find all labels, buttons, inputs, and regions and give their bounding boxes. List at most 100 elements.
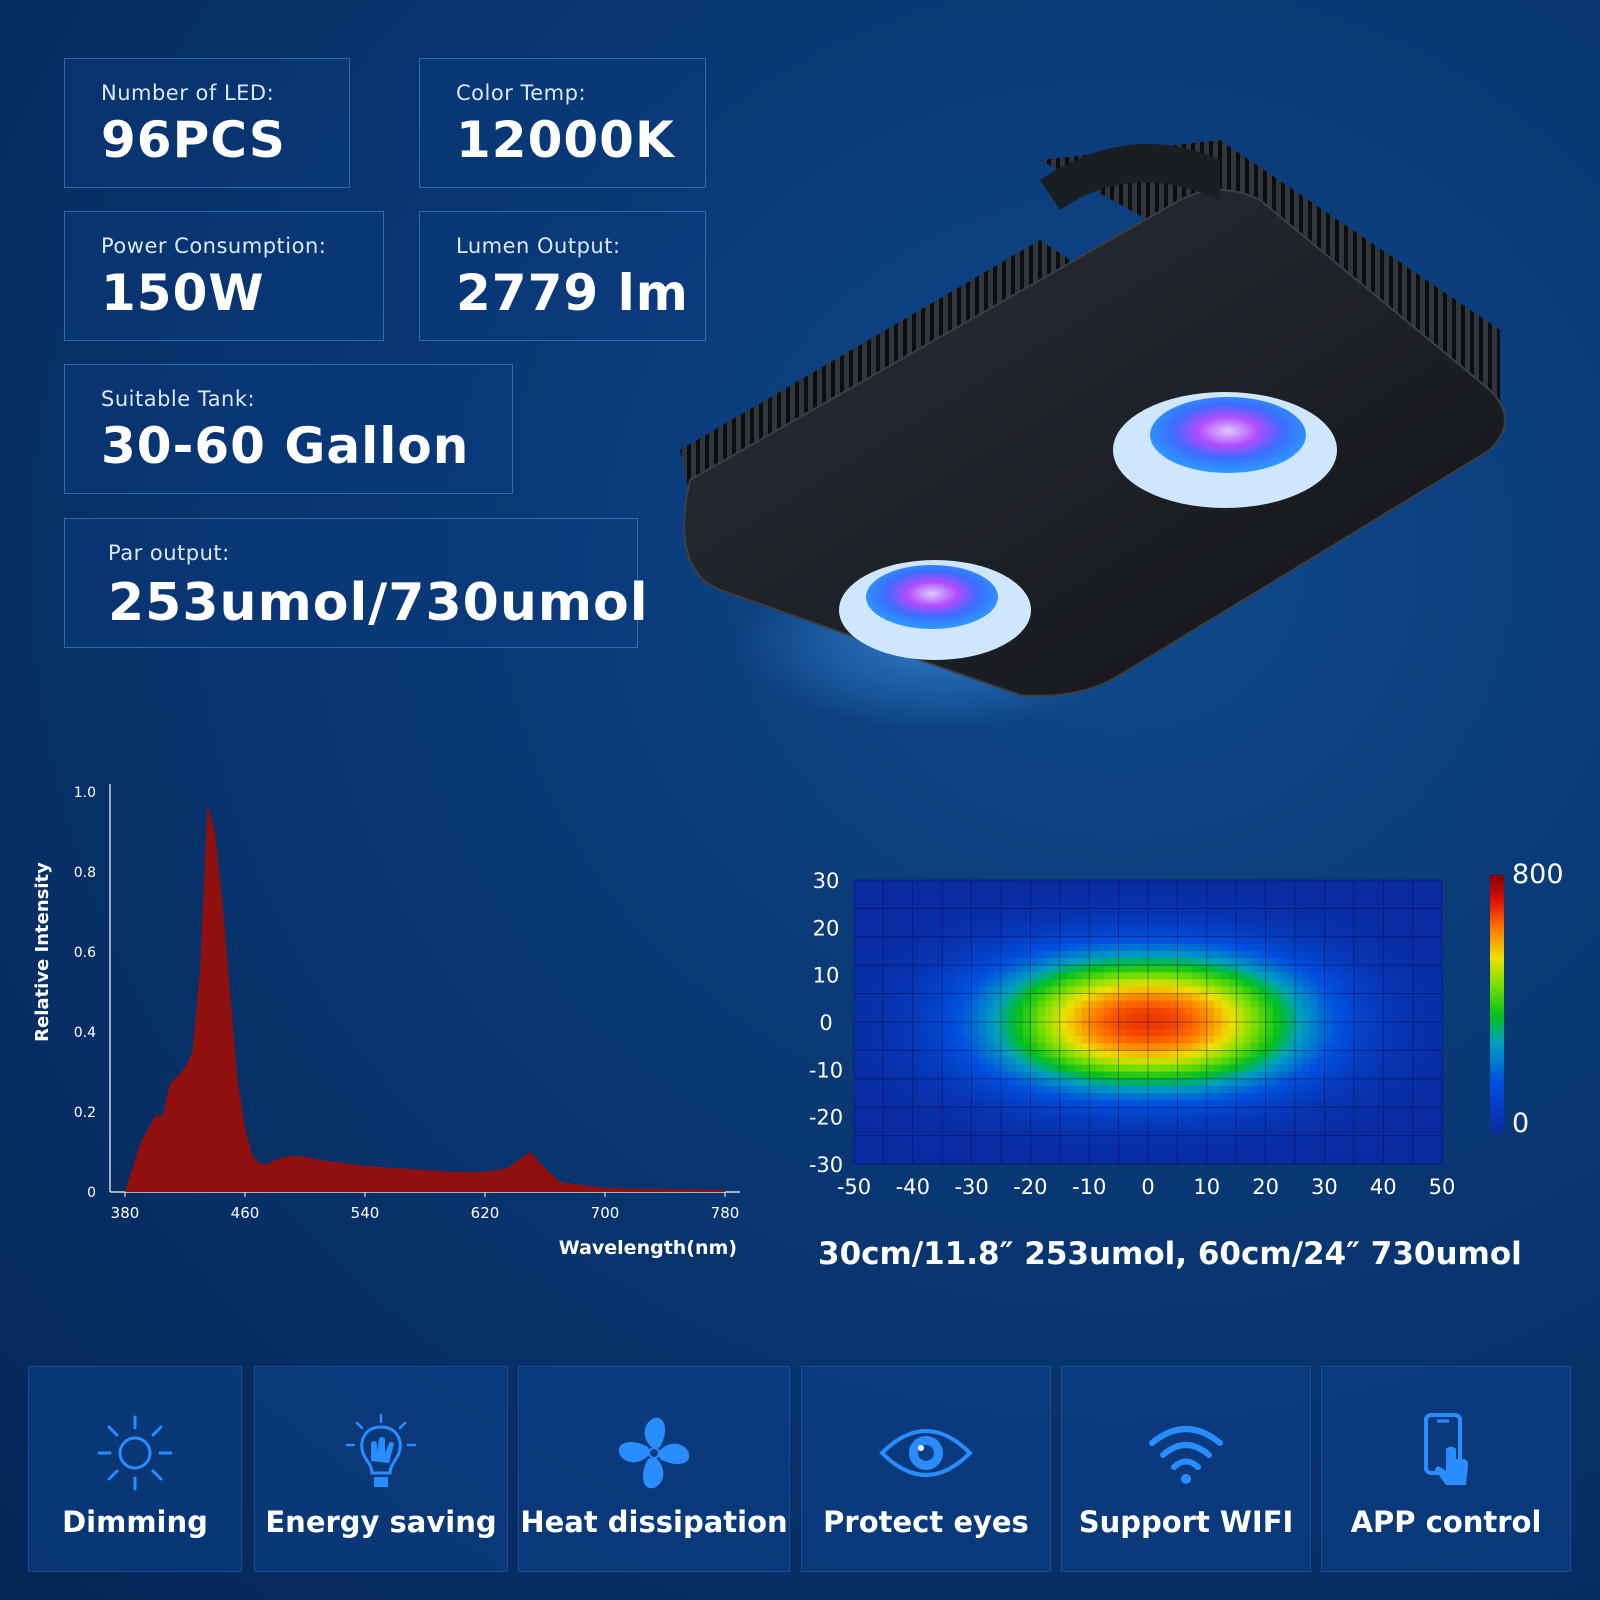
heatmap-cell	[1081, 993, 1090, 1002]
heatmap-cell	[868, 1093, 877, 1101]
heatmap-cell	[1221, 958, 1230, 966]
heatmap-cell	[890, 1128, 899, 1136]
heatmap-cell	[1397, 915, 1406, 923]
heatmap-cell	[1155, 915, 1164, 923]
heatmap-cell	[1346, 1064, 1355, 1073]
heatmap-cell	[1111, 943, 1119, 952]
heatmap-cell	[1140, 943, 1149, 952]
heatmap-cell	[1250, 936, 1259, 945]
heatmap-cell	[1015, 1071, 1024, 1080]
heatmap-cell	[1265, 908, 1274, 916]
heatmap-cell	[1383, 993, 1391, 1002]
heatmap-cell	[1045, 922, 1053, 931]
heatmap-cell	[912, 1085, 921, 1094]
heatmap-cell	[1192, 1064, 1200, 1073]
heatmap-cell	[868, 1022, 877, 1030]
heatmap-cell	[1111, 1000, 1119, 1009]
heatmap-cell	[1353, 1107, 1362, 1115]
heatmap-cell	[1339, 943, 1347, 952]
heatmap-cell	[949, 1000, 958, 1009]
heatmap-cell	[1317, 1107, 1325, 1115]
heatmap-cell	[1419, 951, 1428, 959]
heatmap-cell	[1383, 915, 1391, 923]
heatmap-cell	[934, 929, 943, 938]
heatmap-cell	[876, 1057, 884, 1065]
heatmap-cell	[912, 887, 921, 895]
heatmap-cell	[1118, 979, 1127, 987]
heatmap-cell	[1287, 922, 1296, 931]
heatmap-cell	[1390, 1043, 1399, 1051]
heatmap-cell	[1419, 979, 1428, 987]
heatmap-cell	[1427, 1029, 1436, 1037]
heatmap-cell	[1015, 901, 1024, 909]
heatmap-cell	[1228, 1114, 1237, 1122]
heatmap-cell	[1118, 1128, 1127, 1136]
heatmap-cell	[971, 1078, 980, 1087]
heatmap-cell	[1162, 1093, 1171, 1101]
heatmap-cell	[1103, 972, 1112, 980]
heatmap-cell	[1405, 1000, 1413, 1009]
heatmap-cell	[1383, 1029, 1391, 1037]
heatmap-cell	[1214, 901, 1222, 909]
heatmap-cell	[1015, 1156, 1024, 1165]
heatmap-cell	[1052, 1121, 1061, 1129]
heatmap-cell	[890, 1149, 899, 1158]
heatmap-cell	[1383, 880, 1391, 888]
heatmap-cell	[1023, 1135, 1031, 1144]
heatmap-cell	[1317, 958, 1325, 966]
heatmap-cell	[1140, 958, 1149, 966]
heatmap-cell	[1096, 1057, 1105, 1065]
heatmap-cell	[861, 1142, 870, 1151]
heatmap-cell	[1243, 1014, 1252, 1023]
heatmap-cell	[1346, 887, 1355, 895]
heatmap-cell	[1074, 1149, 1083, 1158]
heatmap-cell	[1295, 1078, 1303, 1087]
heatmap-cell	[868, 908, 877, 916]
heatmap-cell	[1405, 1149, 1413, 1158]
heatmap-cell	[949, 943, 958, 952]
heatmap-cell	[1133, 1043, 1142, 1051]
heatmap-cell	[1184, 1000, 1193, 1009]
heatmap-cell	[1302, 1057, 1311, 1065]
heatmap-cell	[1008, 1107, 1017, 1115]
heatmap-cell	[1309, 1043, 1318, 1051]
heatmap-cell	[1346, 958, 1355, 966]
y-tick-label: 30	[813, 869, 840, 893]
heatmap-cell	[1280, 979, 1289, 987]
heatmap-cell	[1427, 1100, 1436, 1108]
heatmap-cell	[1265, 951, 1274, 959]
heatmap-cell	[1346, 972, 1355, 980]
heatmap-cell	[1001, 1149, 1009, 1158]
heatmap-cell	[1140, 972, 1149, 980]
y-tick-label: 0.2	[74, 1105, 96, 1121]
heatmap-cell	[1236, 1135, 1244, 1144]
heatmap-cell	[1272, 1029, 1281, 1037]
heatmap-cell	[1405, 1057, 1413, 1065]
heatmap-cell	[1023, 880, 1031, 888]
heatmap-cell	[942, 965, 950, 973]
heatmap-cell	[1339, 1149, 1347, 1158]
heatmap-cell	[912, 1014, 921, 1023]
heatmap-cell	[1081, 1007, 1090, 1016]
heatmap-cell	[1199, 965, 1208, 973]
heatmap-cell	[1221, 1014, 1230, 1023]
heatmap-cell	[898, 1100, 906, 1108]
heatmap-cell	[993, 915, 1002, 923]
heatmap-cell	[993, 1093, 1002, 1101]
heatmap-cell	[1206, 915, 1215, 923]
heatmap-cell	[1427, 1022, 1436, 1030]
heatmap-cell	[898, 943, 906, 952]
heatmap-cell	[1287, 901, 1296, 909]
heatmap-cell	[1324, 915, 1333, 923]
heatmap-cell	[1324, 1014, 1333, 1023]
heatmap-cell	[1111, 894, 1119, 902]
heatmap-cell	[1258, 929, 1266, 938]
heatmap-cell	[1125, 965, 1134, 973]
heatmap-cell	[1397, 958, 1406, 966]
heatmap-cell	[1059, 901, 1068, 909]
heatmap-cell	[1324, 1100, 1333, 1108]
spec-label: Suitable Tank:	[101, 387, 256, 411]
heatmap-cell	[1177, 1064, 1186, 1073]
heatmap-cell	[1206, 1121, 1215, 1129]
heatmap-cell	[1192, 1156, 1200, 1165]
